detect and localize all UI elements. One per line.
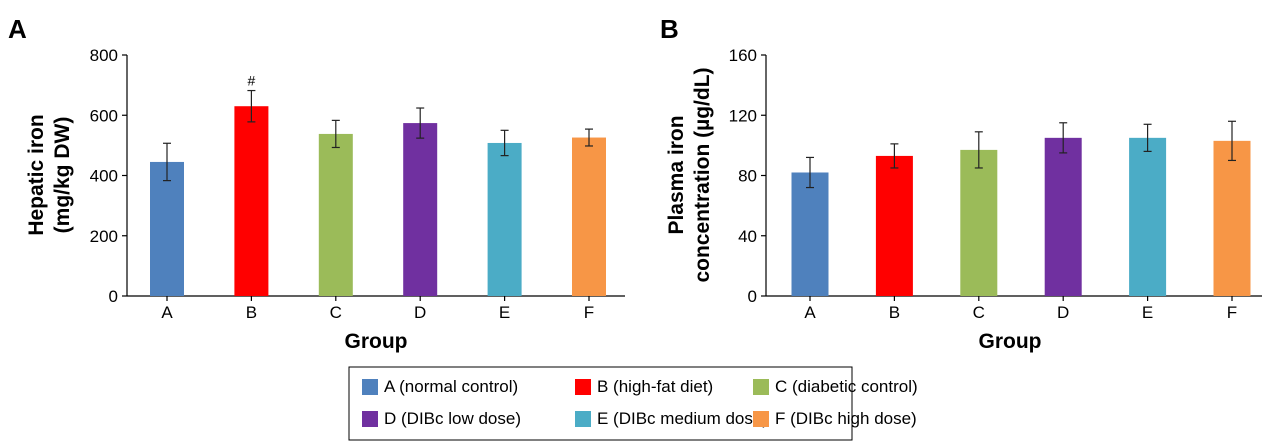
y-axis-title-a-line1: Hepatic iron: [25, 114, 48, 235]
legend-swatch: [575, 411, 591, 427]
significance-marker: #: [248, 73, 256, 89]
legend-swatch: [753, 379, 769, 395]
error-bar-b-c: [974, 131, 983, 169]
panel-label-a: A: [8, 14, 27, 44]
legend-swatch: [362, 411, 378, 427]
x-tick-label-a: D: [414, 303, 426, 322]
error-bar-b-a: [806, 156, 814, 189]
bar-b-a: [791, 172, 829, 296]
error-bar-a-a: [163, 142, 171, 182]
error-bar-b-f: [1228, 120, 1236, 162]
error-bar-a-f: [585, 128, 593, 147]
panel-label-b: B: [660, 14, 679, 44]
y-axis-title-b-line1: Plasma iron: [665, 115, 688, 234]
bar-b-f: [1213, 140, 1251, 296]
legend-label: A (normal control): [384, 377, 518, 396]
legend-swatch: [362, 379, 378, 395]
x-tick-label-a: E: [499, 303, 510, 322]
bar-b-d: [1044, 137, 1082, 296]
bar-b-b: [875, 155, 913, 296]
chart-panel-a: A Hepatic iron (mg/kg DW) Group 0 200 400 6…: [8, 14, 625, 353]
x-axis-title-b: Group: [979, 330, 1042, 353]
y-tick-label-b: 120: [729, 106, 757, 125]
y-axis-title-a-line2: (mg/kg DW): [51, 117, 74, 234]
bar-b-c: [960, 149, 998, 296]
y-tick-label-b: 80: [738, 167, 757, 186]
x-tick-label-a: C: [330, 303, 342, 322]
y-tick-label-a: 200: [90, 227, 118, 246]
error-bar-a-d: [416, 107, 425, 139]
legend-swatch: [753, 411, 769, 427]
y-axis-title-b: Plasma iron concentration (µg/dL): [665, 67, 714, 282]
x-tick-label-a: B: [246, 303, 257, 322]
legend-swatch: [575, 379, 591, 395]
bar-a-a: [150, 161, 184, 296]
bar-a-c: [318, 133, 353, 296]
y-tick-label-b: 0: [748, 287, 757, 306]
bar-b-e: [1129, 137, 1167, 296]
x-tick-label-b: A: [804, 303, 816, 322]
y-tick-label-a: 800: [90, 46, 118, 65]
error-bar-a-b: [247, 89, 256, 123]
error-bar-a-c: [331, 119, 340, 149]
y-tick-label-a: 600: [90, 106, 118, 125]
chart-panel-b: B Plasma iron concentration (µg/dL) Grou…: [660, 14, 1262, 353]
bar-a-e: [487, 142, 522, 296]
bar-a-b: [234, 106, 269, 297]
legend-label: D (DIBc low dose): [384, 409, 521, 428]
x-tick-label-b: C: [973, 303, 985, 322]
y-axis-title-b-line2: concentration (µg/dL): [691, 67, 714, 282]
x-tick-label-b: B: [889, 303, 900, 322]
error-bar-b-b: [890, 143, 899, 169]
y-tick-label-a: 400: [90, 167, 118, 186]
legend-label: F (DIBc high dose): [775, 409, 917, 428]
x-tick-label-a: F: [584, 303, 594, 322]
legend-label: B (high-fat diet): [597, 377, 713, 396]
x-axis-title-a: Group: [345, 330, 408, 353]
y-tick-label-a: 0: [109, 287, 118, 306]
y-axis-title-a: Hepatic iron (mg/kg DW): [25, 114, 74, 235]
legend: A (normal control) B (high-fat diet) C (di…: [348, 366, 918, 441]
y-tick-label-b: 160: [729, 46, 757, 65]
legend-label: E (DIBc medium dose): [597, 409, 768, 428]
error-bar-b-e: [1143, 123, 1152, 152]
x-tick-label-b: D: [1057, 303, 1069, 322]
legend-label: C (diabetic control): [775, 377, 918, 396]
error-bar-b-d: [1059, 122, 1068, 154]
x-tick-label-b: F: [1227, 303, 1237, 322]
bar-a-d: [403, 123, 438, 297]
bar-a-f: [572, 137, 606, 296]
error-bar-a-e: [500, 129, 509, 157]
y-tick-label-b: 40: [738, 227, 757, 246]
x-tick-label-a: A: [161, 303, 173, 322]
x-tick-label-b: E: [1142, 303, 1153, 322]
